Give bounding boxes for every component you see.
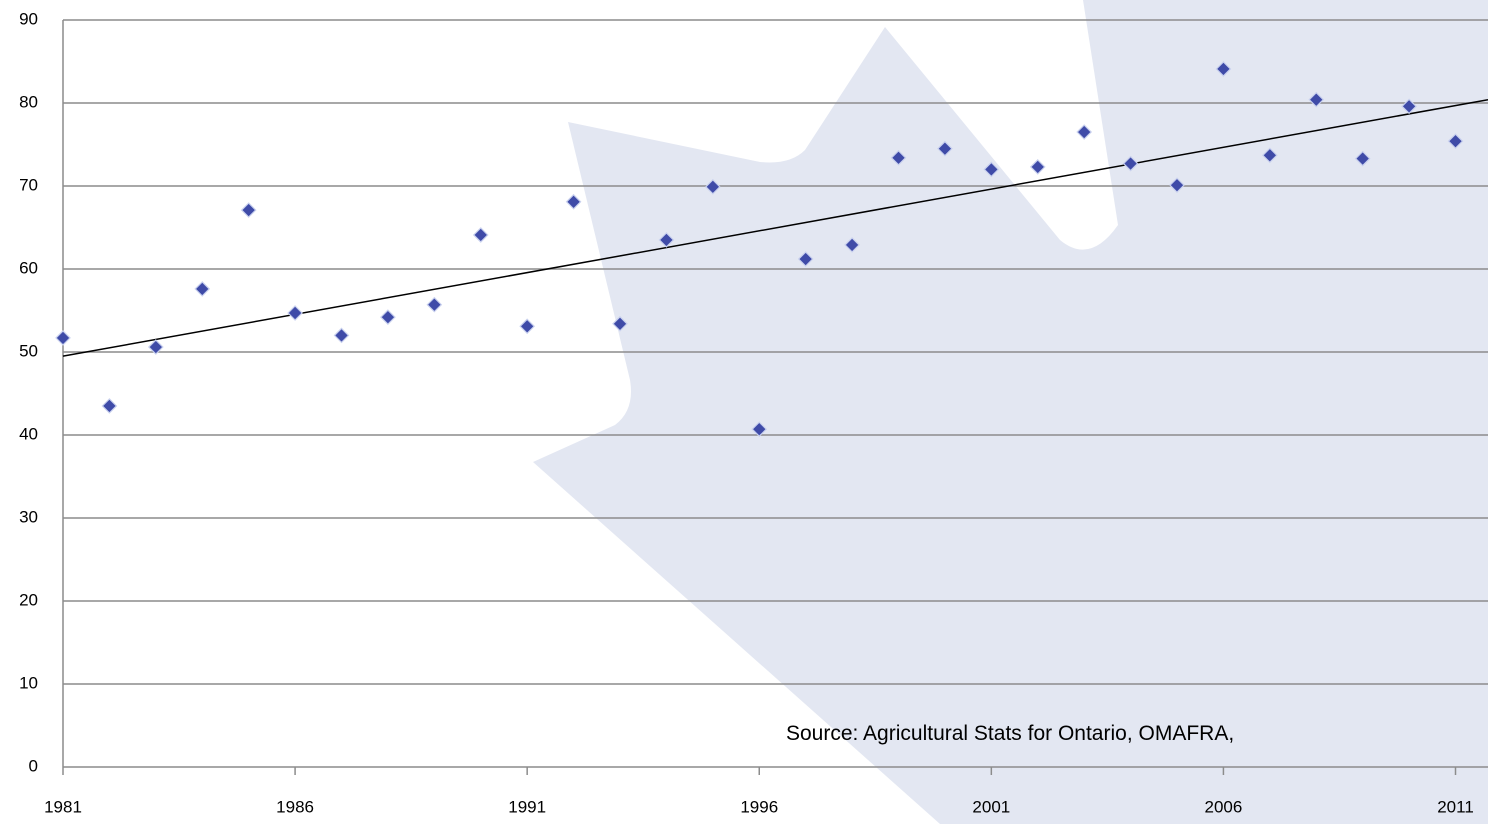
- x-tick-label: 2001: [972, 797, 1010, 816]
- data-point: [242, 203, 256, 217]
- data-point: [474, 228, 488, 242]
- data-point: [335, 328, 349, 342]
- data-point: [288, 306, 302, 320]
- y-tick-label: 10: [19, 673, 38, 692]
- y-tick-label: 20: [19, 590, 38, 609]
- data-point: [381, 310, 395, 324]
- x-tick-label: 2006: [1205, 797, 1243, 816]
- y-tick-label: 60: [19, 258, 38, 277]
- y-tick-label: 50: [19, 341, 38, 360]
- source-note: Source: Agricultural Stats for Ontario, …: [786, 721, 1306, 746]
- data-point: [1077, 125, 1091, 139]
- y-tick-label: 80: [19, 92, 38, 111]
- page: 0 10 20 30 40 50 60 70 80 90 1981 1986 1991 1996 2001 2…: [0, 0, 1488, 824]
- x-tick-label: 1981: [44, 797, 82, 816]
- y-tick-label: 0: [29, 756, 38, 775]
- data-point: [102, 399, 116, 413]
- y-tick-label: 90: [19, 9, 38, 28]
- x-tick-label: 1996: [740, 797, 778, 816]
- y-tick-label: 30: [19, 507, 38, 526]
- x-tick-label: 2011: [1437, 797, 1474, 816]
- data-point: [1031, 160, 1045, 174]
- x-tick-label: 1986: [276, 797, 314, 816]
- y-tick-label: 70: [19, 175, 38, 194]
- data-point: [427, 298, 441, 312]
- x-tick-label: 1991: [508, 797, 546, 816]
- data-point: [195, 282, 209, 296]
- data-point: [56, 331, 70, 345]
- maple-leaf-background: [533, 0, 1488, 824]
- chart: 0 10 20 30 40 50 60 70 80 90 1981 1986 1991 1996 2001 2…: [0, 0, 1488, 824]
- y-tick-label: 40: [19, 424, 38, 443]
- data-point: [567, 195, 581, 209]
- data-point: [520, 319, 534, 333]
